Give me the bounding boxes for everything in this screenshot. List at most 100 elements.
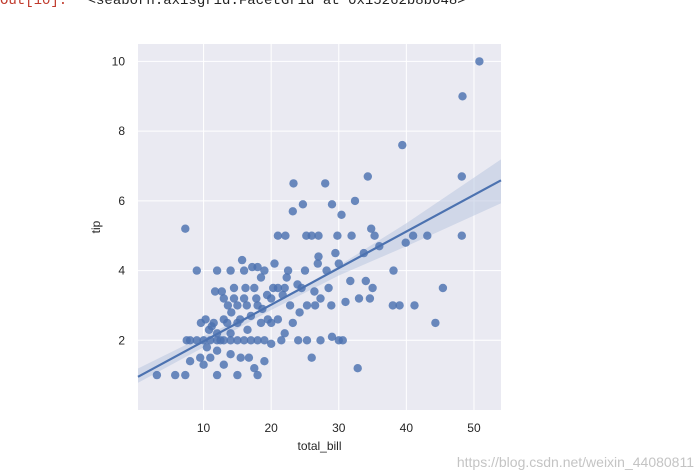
data-point	[321, 179, 330, 188]
data-point	[212, 346, 222, 355]
data-point	[337, 210, 346, 219]
data-point	[192, 266, 201, 275]
data-point	[241, 283, 250, 293]
data-point	[333, 231, 342, 240]
data-point	[363, 172, 372, 181]
data-point	[307, 353, 316, 362]
data-point	[229, 283, 239, 293]
data-point	[239, 336, 249, 345]
data-point	[246, 336, 256, 345]
data-point	[217, 287, 226, 296]
data-point	[280, 329, 289, 338]
data-point	[260, 336, 269, 345]
data-point	[226, 336, 235, 345]
x-tick-label: 30	[332, 421, 346, 435]
data-point	[273, 231, 283, 240]
data-point	[243, 325, 252, 334]
data-point	[283, 266, 293, 275]
data-point	[438, 283, 448, 293]
y-axis-label: tip	[89, 220, 103, 233]
data-point	[223, 301, 233, 310]
data-point	[226, 266, 235, 275]
data-point	[248, 262, 257, 272]
data-point	[282, 273, 291, 282]
data-point	[185, 357, 195, 366]
x-tick-label: 20	[264, 421, 278, 435]
regression-line	[137, 179, 502, 378]
data-point	[361, 276, 370, 286]
x-tick-label: 10	[197, 421, 211, 435]
data-point	[370, 231, 379, 240]
data-point	[316, 294, 325, 303]
watermark: https://blog.csdn.net/weixin_44080811	[456, 454, 694, 470]
data-point	[250, 364, 259, 373]
data-point	[353, 364, 362, 373]
data-point	[253, 336, 262, 345]
data-point	[223, 318, 232, 328]
data-point	[314, 231, 323, 240]
data-point	[229, 294, 239, 303]
y-tick-label: 4	[118, 264, 125, 278]
data-point	[236, 353, 245, 362]
data-point	[202, 343, 212, 352]
data-point	[226, 329, 235, 338]
data-point	[289, 179, 298, 188]
data-point	[182, 336, 191, 345]
data-point	[365, 294, 375, 303]
data-point	[324, 283, 333, 293]
data-point	[398, 140, 407, 150]
x-axis-label: total_bill	[297, 439, 341, 453]
data-point	[314, 252, 323, 261]
data-point	[209, 318, 218, 328]
data-point	[256, 273, 266, 282]
data-point	[250, 283, 259, 293]
output-prompt: Out[10]:	[0, 0, 68, 9]
data-point	[233, 336, 242, 345]
y-tick-label: 2	[118, 333, 125, 347]
data-point	[431, 318, 440, 328]
data-point	[192, 336, 201, 345]
data-point	[354, 294, 364, 303]
data-point	[316, 336, 325, 345]
data-point	[210, 287, 220, 296]
data-point	[389, 266, 398, 275]
data-point	[388, 301, 397, 310]
data-point	[410, 301, 419, 310]
data-point	[395, 301, 404, 310]
data-point	[239, 266, 249, 275]
data-point	[273, 315, 283, 324]
data-point	[233, 301, 242, 310]
data-point	[327, 200, 337, 209]
data-point	[267, 339, 276, 348]
data-point	[270, 259, 279, 268]
data-point	[338, 336, 347, 345]
data-point	[367, 224, 376, 233]
data-point	[267, 294, 276, 303]
data-point	[475, 57, 484, 66]
data-point	[310, 301, 320, 310]
data-point	[423, 231, 432, 240]
data-point	[331, 248, 340, 258]
data-point	[181, 370, 190, 380]
data-point	[310, 287, 319, 296]
data-point	[181, 224, 190, 233]
y-tick-labels: 2 4 6 8 10	[112, 54, 126, 347]
data-point	[334, 259, 343, 268]
data-point	[260, 357, 269, 366]
output-line: Out[10]: <seaborn.axisgrid.FacetGrid at …	[0, 0, 466, 10]
data-point	[294, 336, 303, 345]
data-point	[212, 370, 222, 380]
data-point	[171, 370, 180, 380]
data-point	[227, 308, 236, 317]
data-point	[252, 294, 261, 303]
data-point	[350, 196, 360, 206]
data-point	[277, 336, 286, 345]
data-point	[457, 172, 466, 181]
data-point	[313, 259, 322, 268]
data-point	[285, 301, 295, 310]
data-point	[242, 301, 251, 310]
data-point	[219, 360, 228, 369]
data-point	[233, 370, 242, 380]
data-point	[327, 301, 336, 310]
data-point	[346, 276, 355, 286]
